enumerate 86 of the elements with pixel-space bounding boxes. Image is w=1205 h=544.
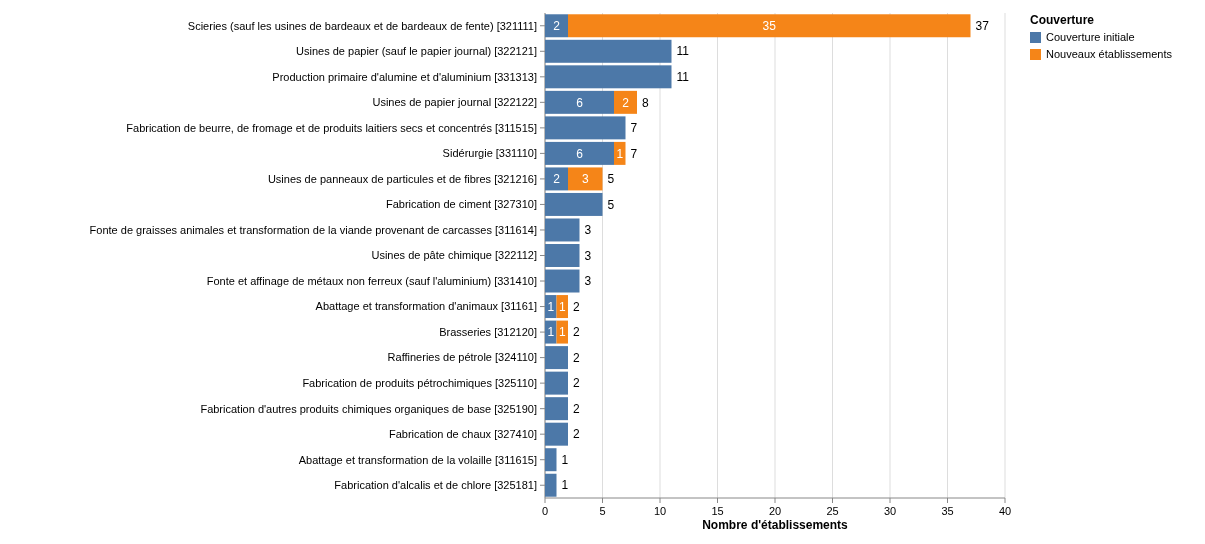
data-label: 2 bbox=[553, 172, 561, 187]
data-label: 2 bbox=[622, 95, 630, 110]
x-tick-label: 25 bbox=[826, 505, 839, 517]
y-tick-label: Fabrication d'alcalis et de chlore [325181] bbox=[334, 479, 537, 492]
data-label: 2 bbox=[553, 18, 561, 33]
data-label: 6 bbox=[576, 95, 584, 110]
total-label: 11 bbox=[676, 70, 690, 85]
total-label: 1 bbox=[561, 452, 569, 467]
y-tick-label: Fonte de graisses animales et transformation de la viande provenant de carcasses [311614] bbox=[89, 223, 537, 236]
x-tick-label: 40 bbox=[998, 505, 1012, 517]
total-label: 3 bbox=[584, 274, 592, 289]
bar bbox=[614, 141, 626, 165]
x-tick-label: 10 bbox=[653, 505, 667, 517]
y-tick-label: Abattage et transformation d'animaux [31161] bbox=[315, 300, 537, 313]
y-tick-label: Usines de panneaux de particules et de fibres [321216] bbox=[267, 172, 537, 185]
bar bbox=[545, 448, 557, 472]
y-tick-label: Fabrication de produits pétrochimiques [325110] bbox=[302, 376, 537, 389]
bar bbox=[545, 116, 626, 140]
bar bbox=[545, 473, 557, 497]
bar bbox=[568, 14, 971, 38]
bar bbox=[545, 295, 557, 319]
y-tick-label: Production primaire d'alumine et d'aluminium [331313] bbox=[272, 70, 537, 83]
x-tick-label: 20 bbox=[768, 505, 782, 517]
data-label: 1 bbox=[558, 325, 566, 340]
y-tick-label: Sidérurgie [331110] bbox=[442, 147, 537, 160]
total-label: 2 bbox=[573, 427, 580, 442]
data-label: 1 bbox=[616, 146, 624, 161]
bar bbox=[545, 167, 568, 191]
bar bbox=[545, 90, 614, 114]
legend-label: Nouveaux établissements bbox=[1046, 48, 1173, 61]
bar bbox=[568, 167, 603, 191]
total-label: 3 bbox=[584, 223, 592, 238]
y-tick-label: Usines de papier (sauf le papier journal) [322121] bbox=[296, 45, 537, 58]
total-label: 5 bbox=[607, 172, 615, 187]
bar bbox=[545, 65, 672, 89]
y-tick-label: Usines de pâte chimique [322112] bbox=[371, 249, 537, 262]
y-tick-label: Fabrication de chaux [327410] bbox=[389, 428, 537, 441]
total-label: 7 bbox=[630, 146, 638, 161]
total-label: 11 bbox=[676, 44, 690, 59]
total-label: 2 bbox=[573, 401, 580, 416]
x-tick-label: 0 bbox=[541, 505, 549, 517]
y-tick-label: Fabrication de beurre, de fromage et de produits laitiers secs et concentrés [311515] bbox=[126, 121, 537, 134]
data-label: 1 bbox=[547, 299, 555, 314]
bar bbox=[545, 346, 568, 370]
bar bbox=[545, 371, 568, 395]
bar bbox=[545, 422, 568, 446]
bar bbox=[614, 90, 637, 114]
data-label: 1 bbox=[558, 299, 566, 314]
y-tick-label: Brasseries [312120] bbox=[439, 325, 537, 338]
bar bbox=[545, 269, 580, 293]
legend-title: Couverture bbox=[1030, 13, 1095, 27]
data-label: 1 bbox=[547, 325, 555, 340]
total-label: 1 bbox=[561, 478, 569, 493]
x-tick-label: 5 bbox=[599, 505, 606, 517]
y-tick-label: Usines de papier journal [322122] bbox=[372, 96, 537, 109]
data-label: 3 bbox=[581, 172, 589, 187]
total-label: 2 bbox=[573, 350, 580, 365]
total-label: 2 bbox=[573, 325, 580, 340]
bar bbox=[545, 218, 580, 242]
data-label: 35 bbox=[762, 18, 777, 33]
total-label: 8 bbox=[642, 95, 649, 110]
bar bbox=[545, 320, 557, 344]
total-label: 37 bbox=[975, 18, 990, 33]
total-label: 7 bbox=[630, 121, 638, 136]
y-tick-label: Fabrication d'autres produits chimiques organiques de base [325190] bbox=[200, 402, 537, 415]
x-tick-label: 35 bbox=[941, 505, 954, 517]
bar bbox=[545, 141, 614, 165]
bar bbox=[545, 192, 603, 216]
x-tick-label: 30 bbox=[883, 505, 897, 517]
y-tick-label: Scieries (sauf les usines de bardeaux et de bardeaux de fente) [321111] bbox=[187, 19, 537, 32]
x-tick-label: 15 bbox=[711, 505, 724, 517]
y-tick-label: Raffineries de pétrole [324110] bbox=[387, 351, 537, 364]
y-tick-label: Fabrication de ciment [327310] bbox=[385, 198, 537, 211]
total-label: 5 bbox=[607, 197, 615, 212]
bar bbox=[545, 397, 568, 421]
x-axis-title: Nombre d'établissements bbox=[702, 518, 849, 532]
bar bbox=[545, 14, 568, 38]
y-tick-label: Fonte et affinage de métaux non ferreux (sauf l'aluminium) [331410] bbox=[206, 274, 537, 287]
total-label: 2 bbox=[573, 299, 580, 314]
total-label: 2 bbox=[573, 376, 580, 391]
y-tick-label: Abattage et transformation de la volaille [311615] bbox=[298, 453, 537, 466]
total-label: 3 bbox=[584, 248, 592, 263]
data-label: 6 bbox=[576, 146, 584, 161]
bar bbox=[545, 244, 580, 267]
bar bbox=[545, 39, 672, 63]
legend-label: Couverture initiale bbox=[1046, 31, 1135, 44]
